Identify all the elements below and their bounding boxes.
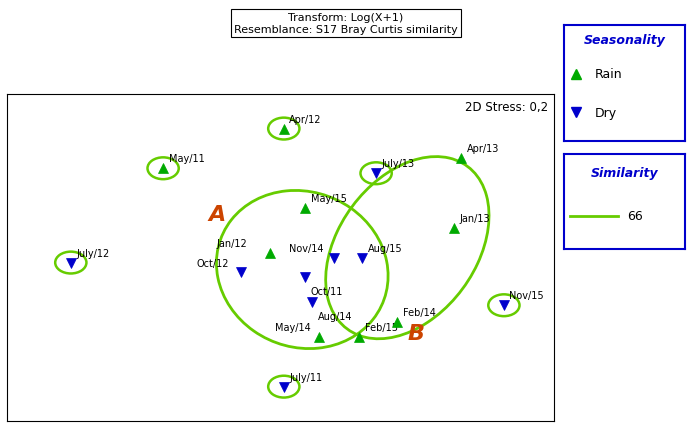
Text: 2D Stress: 0,2: 2D Stress: 0,2 — [465, 101, 548, 114]
Text: Jan/12: Jan/12 — [217, 238, 248, 248]
Text: Nov/15: Nov/15 — [509, 291, 544, 301]
Text: July/12: July/12 — [76, 248, 109, 258]
Text: Feb/14: Feb/14 — [403, 307, 436, 317]
Text: Apr/13: Apr/13 — [467, 144, 499, 154]
Text: Rain: Rain — [594, 68, 622, 81]
Text: Similarity: Similarity — [591, 166, 658, 179]
Text: Jan/13: Jan/13 — [459, 213, 491, 223]
Text: 66: 66 — [627, 210, 643, 223]
Text: May/11: May/11 — [169, 154, 204, 164]
Text: Oct/11: Oct/11 — [311, 286, 343, 296]
Text: Nov/14: Nov/14 — [289, 243, 324, 253]
Text: May/15: May/15 — [311, 194, 347, 203]
Text: July/13: July/13 — [382, 159, 415, 169]
Text: Aug/15: Aug/15 — [367, 243, 402, 253]
Text: Oct/12: Oct/12 — [197, 258, 229, 268]
Text: May/14: May/14 — [275, 322, 311, 332]
Text: Transform: Log(X+1)
Resemblance: S17 Bray Curtis similarity: Transform: Log(X+1) Resemblance: S17 Bra… — [234, 13, 458, 34]
Text: Dry: Dry — [594, 106, 617, 120]
Text: Seasonality: Seasonality — [583, 34, 666, 47]
Text: B: B — [408, 323, 424, 343]
Text: Aug/14: Aug/14 — [318, 311, 352, 321]
Text: July/11: July/11 — [289, 372, 322, 382]
Text: A: A — [208, 204, 226, 224]
Text: Feb/15: Feb/15 — [365, 322, 398, 332]
Text: Apr/12: Apr/12 — [289, 114, 322, 124]
